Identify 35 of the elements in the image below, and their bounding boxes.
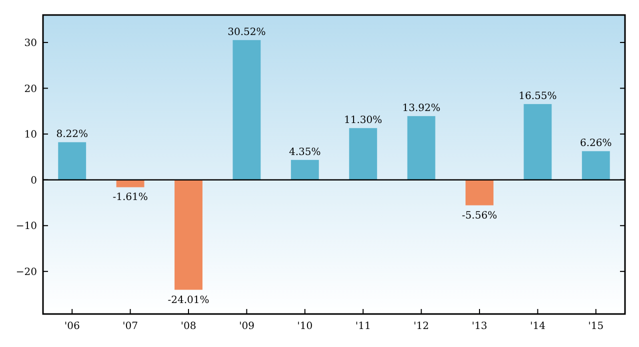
y-tick-label: 0 [30, 175, 37, 186]
x-tick-label: '07 [122, 321, 138, 332]
x-tick-label: '08 [180, 321, 196, 332]
y-tick-label: −20 [16, 266, 37, 278]
x-tick-label: '11 [355, 321, 371, 332]
bar [582, 151, 610, 180]
bar [524, 104, 552, 180]
x-tick-label: '15 [588, 321, 604, 332]
x-tick-label: '13 [472, 321, 488, 332]
x-tick-label: '10 [297, 321, 313, 332]
data-label: 30.52% [228, 27, 266, 38]
y-tick-label: −10 [16, 221, 37, 232]
data-label: 16.55% [518, 91, 557, 102]
data-label: -1.61% [112, 192, 148, 204]
y-tick-label: 10 [24, 130, 37, 141]
x-tick-label: '12 [414, 321, 430, 332]
bar [407, 116, 436, 180]
data-label: 4.35% [289, 146, 321, 158]
data-label: 11.30% [344, 115, 382, 126]
data-label: 13.92% [402, 103, 440, 114]
x-tick-label: '14 [530, 321, 546, 332]
y-tick-label: 30 [24, 38, 37, 49]
bar [174, 180, 202, 290]
bar [58, 142, 86, 180]
data-label: -24.01% [168, 294, 210, 306]
y-tick-label: 20 [24, 84, 37, 95]
x-tick-label: '06 [64, 321, 80, 332]
bar [232, 40, 261, 180]
data-label: 8.22% [56, 129, 88, 140]
bar [290, 160, 319, 180]
data-label: -5.56% [462, 210, 498, 222]
bar [466, 180, 494, 206]
x-tick-label: '09 [238, 321, 254, 332]
bar [349, 128, 378, 180]
data-label: 6.26% [580, 138, 612, 150]
